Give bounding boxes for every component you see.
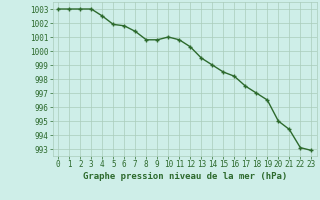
X-axis label: Graphe pression niveau de la mer (hPa): Graphe pression niveau de la mer (hPa) [83,172,287,181]
